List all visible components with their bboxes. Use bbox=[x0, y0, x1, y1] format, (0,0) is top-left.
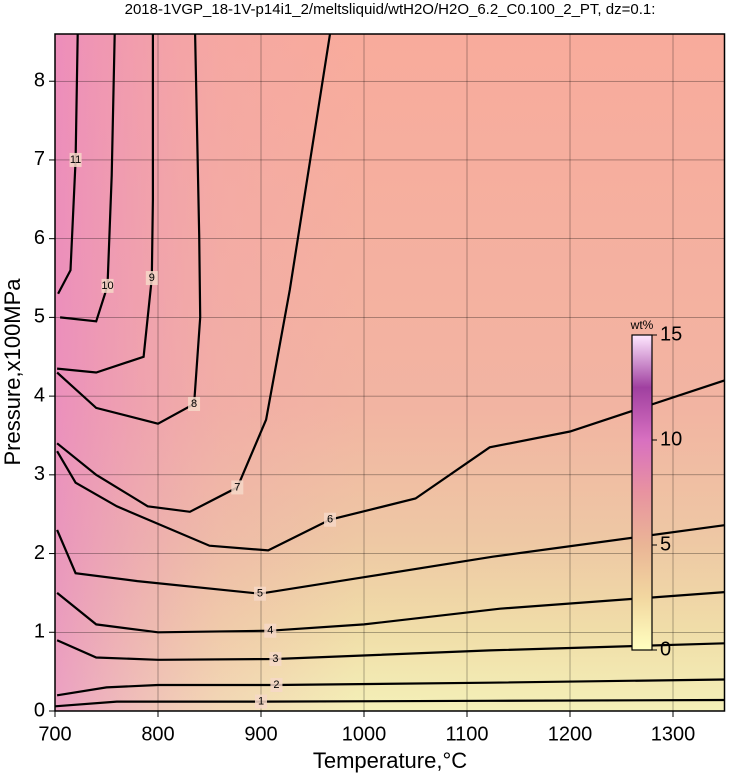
contour-line bbox=[56, 34, 154, 374]
y-axis-title: Pressure,x100MPa bbox=[0, 278, 25, 466]
contour-line bbox=[56, 33, 332, 513]
plot-frame bbox=[54, 33, 726, 712]
contour-label: 2 bbox=[273, 679, 279, 691]
chart-title: 2018-1VGP_18-1V-p14i1_2/meltsliquid/wtH2… bbox=[125, 1, 656, 18]
x-tick-label: 1000 bbox=[342, 723, 387, 745]
y-tick-label: 5 bbox=[34, 306, 45, 328]
contour-label: 6 bbox=[327, 514, 333, 526]
x-tick-label: 1300 bbox=[651, 723, 696, 745]
contour-line bbox=[56, 379, 725, 552]
contour-label-bg bbox=[231, 480, 244, 495]
contour-label-bg bbox=[255, 694, 267, 709]
y-tick-label: 0 bbox=[34, 699, 45, 721]
x-tick-label: 1100 bbox=[445, 723, 488, 745]
y-tick-label: 1 bbox=[34, 621, 45, 643]
y-tick-label: 2 bbox=[34, 542, 45, 564]
colorbar-tick-label: 10 bbox=[660, 428, 682, 450]
colorbar bbox=[631, 334, 653, 651]
colorbar-title: wt% bbox=[630, 318, 654, 332]
y-tick-label: 4 bbox=[34, 384, 45, 406]
x-tick-label: 700 bbox=[38, 723, 71, 745]
colorbar-tick-label: 15 bbox=[660, 323, 682, 345]
y-tick-label: 6 bbox=[34, 227, 45, 249]
y-tick-label: 8 bbox=[34, 70, 45, 92]
x-axis-title: Temperature,°C bbox=[313, 748, 467, 773]
contour-label-bg bbox=[324, 512, 337, 527]
y-tick-label: 3 bbox=[34, 463, 45, 485]
contour-label-bg bbox=[188, 396, 201, 411]
contour-label: 1 bbox=[258, 695, 264, 707]
contour-label: 11 bbox=[70, 154, 81, 166]
contour-label-bg bbox=[69, 152, 82, 167]
contour-label: 5 bbox=[257, 588, 263, 600]
colorbar-tick-label: 5 bbox=[660, 533, 671, 555]
plot-shade bbox=[55, 34, 725, 711]
y-tick-label: 7 bbox=[34, 148, 45, 170]
contour-label: 3 bbox=[272, 653, 278, 665]
contour-line bbox=[56, 678, 725, 697]
colorbar-tick-label: 0 bbox=[660, 638, 671, 660]
contour-label: 8 bbox=[191, 398, 197, 410]
x-tick-label: 1200 bbox=[548, 723, 593, 745]
contour-label: 4 bbox=[267, 625, 273, 637]
contour-line bbox=[57, 33, 79, 295]
x-tick-label: 900 bbox=[244, 723, 277, 745]
contour-label: 10 bbox=[101, 280, 113, 292]
contour-label-bg bbox=[269, 652, 282, 667]
contour-label-bg bbox=[270, 678, 283, 693]
contour-label-bg bbox=[145, 271, 158, 286]
contour-label-bg bbox=[253, 586, 266, 601]
contour-line bbox=[56, 639, 725, 661]
contour-label-bg bbox=[101, 278, 114, 293]
contour-label: 9 bbox=[149, 272, 155, 284]
x-tick-label: 800 bbox=[141, 723, 174, 745]
contour-label-bg bbox=[264, 623, 277, 638]
contour-label: 7 bbox=[234, 481, 240, 493]
